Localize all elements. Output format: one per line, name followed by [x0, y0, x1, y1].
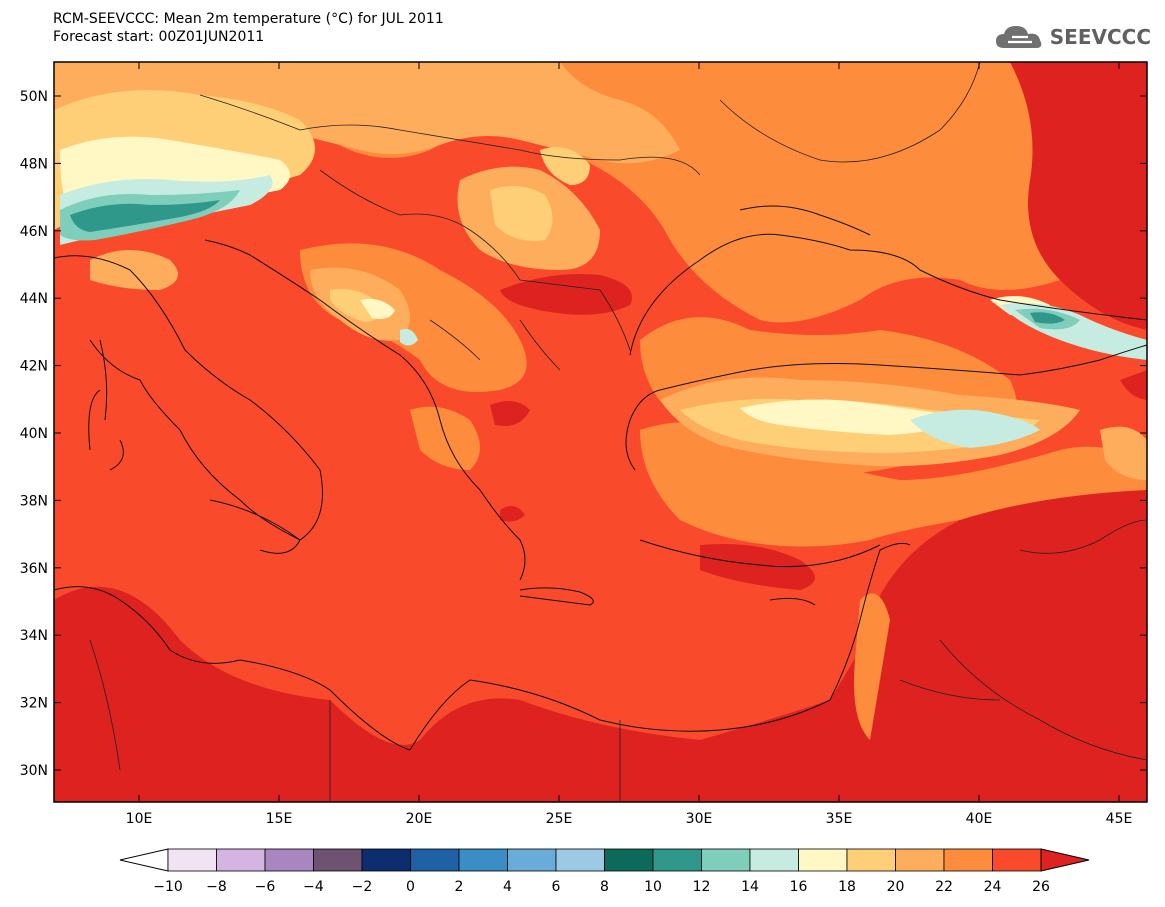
coastlines [54, 205, 1147, 751]
lon-tick-label: 20E [406, 811, 433, 827]
colorbar-low-arrow [119, 848, 169, 872]
colorbar-box [749, 848, 799, 872]
lon-tick-label: 30E [686, 811, 713, 827]
latitude-axis: 50N 48N 46N 44N 42N 40N 38N 36N 34N 32N 30N [20, 89, 1147, 779]
colorbar-label: 22 [935, 879, 953, 895]
colorbar-box [264, 848, 314, 872]
colorbar-box [943, 848, 993, 872]
colorbar-label: 14 [741, 879, 759, 895]
lat-tick-label: 46N [20, 224, 48, 240]
colorbar-label: −2 [352, 879, 373, 895]
longitude-axis: 10E 15E 20E 25E 30E 35E 40E 45E [126, 62, 1133, 827]
colorbar-label: −4 [303, 879, 324, 895]
colorbar-label: 24 [984, 879, 1002, 895]
cloud-icon [995, 26, 1042, 48]
colorbar-box [992, 848, 1042, 872]
map-title: RCM-SEEVCCC: Mean 2m temperature (°C) fo… [53, 10, 444, 46]
colorbar-label: 0 [406, 879, 415, 895]
country-borders [89, 62, 1147, 802]
colorbar-box [846, 848, 896, 872]
colorbar-boxes [119, 848, 1090, 872]
lat-tick-label: 48N [20, 156, 48, 172]
logo-text: SEEVCCC [1049, 25, 1151, 49]
colorbar-box [701, 848, 751, 872]
colorbar-box [895, 848, 945, 872]
lon-tick-label: 15E [266, 811, 293, 827]
colorbar-box [652, 848, 702, 872]
title-line-1: RCM-SEEVCCC: Mean 2m temperature (°C) fo… [53, 11, 444, 27]
colorbar-label: 2 [455, 879, 464, 895]
band-10 [70, 200, 1065, 324]
colorbar-label: 18 [838, 879, 856, 895]
lon-tick-label: 45E [1106, 811, 1133, 827]
map-field [54, 62, 1147, 802]
lat-tick-label: 36N [20, 561, 48, 577]
colorbar-label: 26 [1032, 879, 1050, 895]
seevccc-logo: SEEVCCC [994, 22, 1151, 52]
colorbar-label: −10 [153, 879, 183, 895]
colorbar-label: 8 [600, 879, 609, 895]
colorbar-box [410, 848, 460, 872]
colorbar-box [361, 848, 411, 872]
colorbar-box [507, 848, 557, 872]
lat-tick-label: 42N [20, 359, 48, 375]
map-frame [53, 61, 1148, 803]
colorbar-box [216, 848, 266, 872]
colorbar-box [167, 848, 217, 872]
lat-tick-label: 38N [20, 493, 48, 509]
colorbar-box [798, 848, 848, 872]
colorbar-label: 20 [887, 879, 905, 895]
lon-tick-label: 40E [966, 811, 993, 827]
lat-tick-label: 44N [20, 291, 48, 307]
colorbar-label: 16 [790, 879, 808, 895]
lat-tick-label: 34N [20, 628, 48, 644]
colorbar-box [313, 848, 363, 872]
lon-tick-label: 25E [546, 811, 573, 827]
lat-tick-label: 40N [20, 426, 48, 442]
colorbar-box [555, 848, 605, 872]
colorbar-high-arrow [1040, 848, 1090, 872]
lat-tick-label: 30N [20, 763, 48, 779]
lon-tick-label: 35E [826, 811, 853, 827]
colorbar-labels: −10 −8 −6 −4 −2 0 2 4 6 8 10 12 14 16 18 20 22 24 26 [153, 879, 1050, 895]
colorbar-box [604, 848, 654, 872]
lat-tick-label: 50N [20, 89, 48, 105]
colorbar-label: 4 [503, 879, 512, 895]
colorbar-label: 12 [693, 879, 711, 895]
colorbar-label: 6 [552, 879, 561, 895]
colorbar-label: −6 [255, 879, 276, 895]
lat-tick-label: 32N [20, 696, 48, 712]
colorbar-label: 10 [644, 879, 662, 895]
lon-tick-label: 10E [126, 811, 153, 827]
colorbar-label: −8 [206, 879, 227, 895]
colorbar-box [458, 848, 508, 872]
title-line-2: Forecast start: 00Z01JUN2011 [53, 29, 265, 45]
